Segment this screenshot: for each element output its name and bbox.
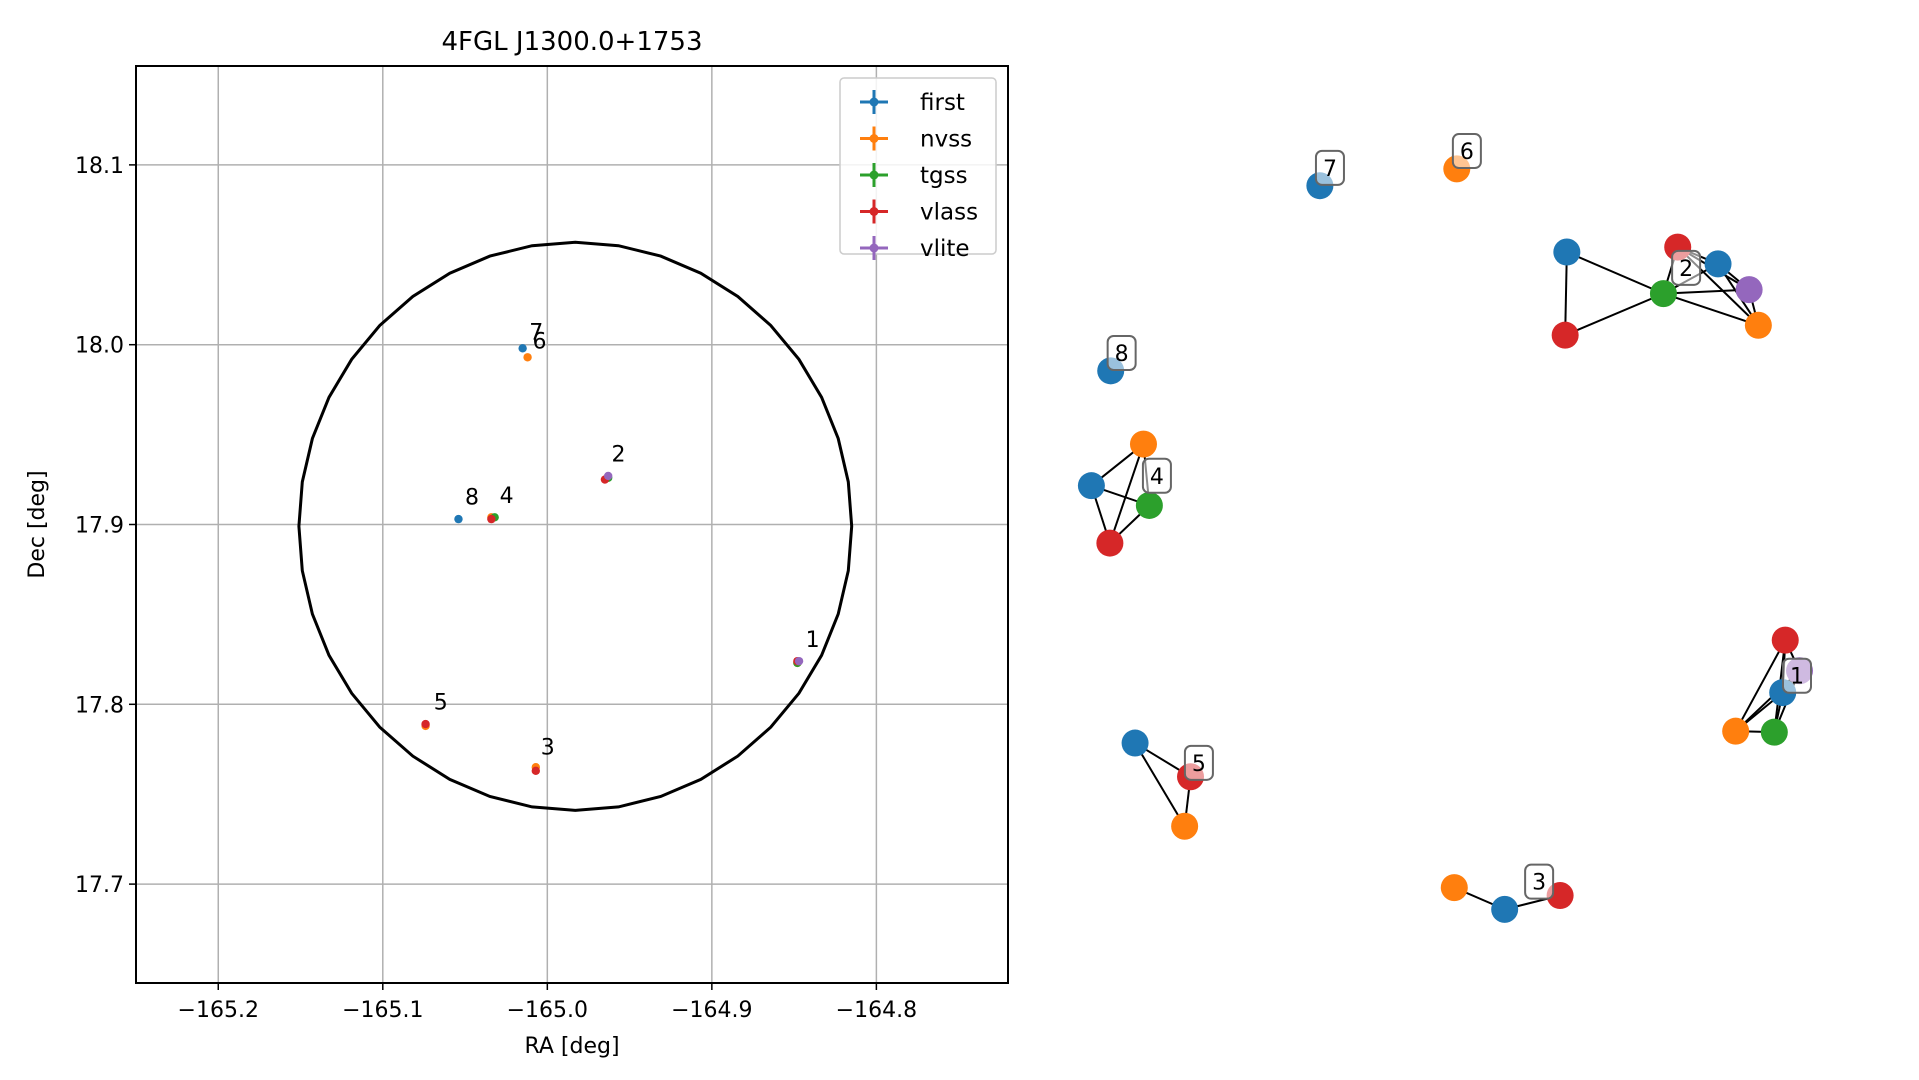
source-points	[421, 344, 804, 776]
y-tick-label: 17.9	[75, 514, 124, 539]
network-label-5: 5	[1192, 752, 1206, 777]
legend-label-tgss: tgss	[920, 163, 968, 189]
network-edge	[1108, 443, 1145, 544]
chart-title: 4FGL J1300.0+1753	[442, 27, 703, 57]
x-tick-label: −165.1	[342, 998, 423, 1023]
point-first	[518, 344, 527, 353]
point-vlass	[487, 514, 496, 524]
legend-dot-tgss	[869, 170, 879, 180]
legend-dot-vlass	[869, 207, 879, 216]
legend-dot-first	[869, 97, 879, 107]
localization-ellipse	[297, 240, 854, 812]
network-node-first	[1491, 895, 1519, 923]
network-label-6: 6	[1460, 140, 1474, 165]
network-node-tgss	[1649, 280, 1677, 308]
network-node-tgss	[1760, 718, 1788, 746]
y-tick-label: 18.0	[75, 334, 124, 359]
group-label-7: 7	[529, 320, 543, 345]
group-labels: 1 2 3 4 5 67 8	[434, 320, 820, 760]
network-node-vlass	[1771, 626, 1799, 654]
y-axis-ticks: 17.7 17.8 17.9 18.0 18.1	[75, 154, 136, 898]
group-label-5: 5	[434, 691, 448, 716]
network-label-box	[1141, 457, 1172, 494]
legend-label-nvss: nvss	[920, 127, 972, 153]
y-axis-label: Dec [deg]	[25, 470, 50, 578]
point-vlass	[421, 719, 430, 729]
point-vlite	[794, 656, 804, 666]
network-edge	[1663, 292, 1759, 327]
group-label-6: 6	[533, 329, 547, 354]
group-label-3: 3	[541, 736, 555, 761]
network-label-box	[1314, 149, 1345, 186]
y-tick-label: 17.8	[75, 693, 124, 718]
group-label-4: 4	[500, 484, 514, 509]
group-label-8: 8	[465, 486, 479, 511]
network-label-4: 4	[1150, 465, 1164, 490]
network-edge	[1566, 251, 1664, 295]
network-node-tgss	[1135, 491, 1163, 519]
network-edge	[1734, 639, 1787, 732]
network-label-7: 7	[1323, 157, 1337, 182]
network-node-nvss	[1171, 812, 1199, 840]
y-tick-label: 18.1	[75, 154, 124, 179]
network-node-nvss	[1129, 430, 1157, 458]
network-node-first	[1077, 472, 1105, 500]
network-node-vlite	[1735, 276, 1763, 304]
legend-dot-vlite	[869, 243, 879, 253]
legend-dot-nvss	[869, 134, 879, 143]
network-label-box	[1782, 657, 1812, 694]
network-edge	[1564, 251, 1568, 336]
point-first	[454, 514, 463, 524]
point-vlass	[531, 766, 541, 776]
x-tick-label: −165.0	[507, 998, 588, 1023]
x-tick-label: −165.2	[178, 998, 259, 1023]
network-label-box	[1451, 133, 1482, 170]
x-tick-label: −164.9	[671, 998, 752, 1023]
legend-box	[839, 77, 997, 255]
legend: first nvss tgss vlass vlite	[839, 77, 997, 262]
group-label-2: 2	[611, 443, 625, 468]
network-node-nvss	[1440, 874, 1468, 902]
point-vlite	[603, 471, 613, 481]
group-label-1: 1	[806, 628, 820, 653]
network-node-nvss	[1744, 311, 1772, 339]
x-axis-label: RA [deg]	[524, 1034, 619, 1059]
network-group-labels: 1 2 3 4 5 6 7 8	[1106, 133, 1812, 900]
network-node-first	[1553, 238, 1581, 266]
network-node-nvss	[1722, 717, 1750, 745]
network-node-vlass	[1096, 529, 1124, 557]
network-label-box	[1183, 744, 1214, 781]
network-node-vlass	[1551, 321, 1579, 349]
legend-label-vlite: vlite	[920, 236, 970, 262]
point-nvss	[523, 353, 532, 362]
network-edge	[1564, 292, 1664, 337]
legend-label-vlass: vlass	[920, 200, 978, 226]
network-node-first	[1704, 250, 1732, 278]
legend-label-first: first	[920, 90, 965, 116]
crossmatch-network-panel: 1 2 3 4 5 6 7 8	[1077, 133, 1814, 923]
network-label-box	[1671, 249, 1702, 286]
x-tick-label: −164.8	[836, 998, 917, 1023]
x-axis-ticks: −165.2 −165.1 −165.0 −164.9 −164.8	[178, 983, 917, 1023]
network-node-first	[1121, 729, 1149, 757]
network-label-2: 2	[1679, 257, 1693, 282]
network-edge	[1134, 742, 1186, 827]
y-tick-label: 17.7	[75, 873, 124, 898]
network-label-3: 3	[1532, 871, 1546, 896]
network-label-box	[1524, 863, 1555, 900]
network-label-box	[1106, 335, 1137, 371]
network-label-8: 8	[1115, 342, 1129, 367]
network-label-1: 1	[1790, 665, 1804, 690]
network-nodes	[1077, 155, 1814, 923]
